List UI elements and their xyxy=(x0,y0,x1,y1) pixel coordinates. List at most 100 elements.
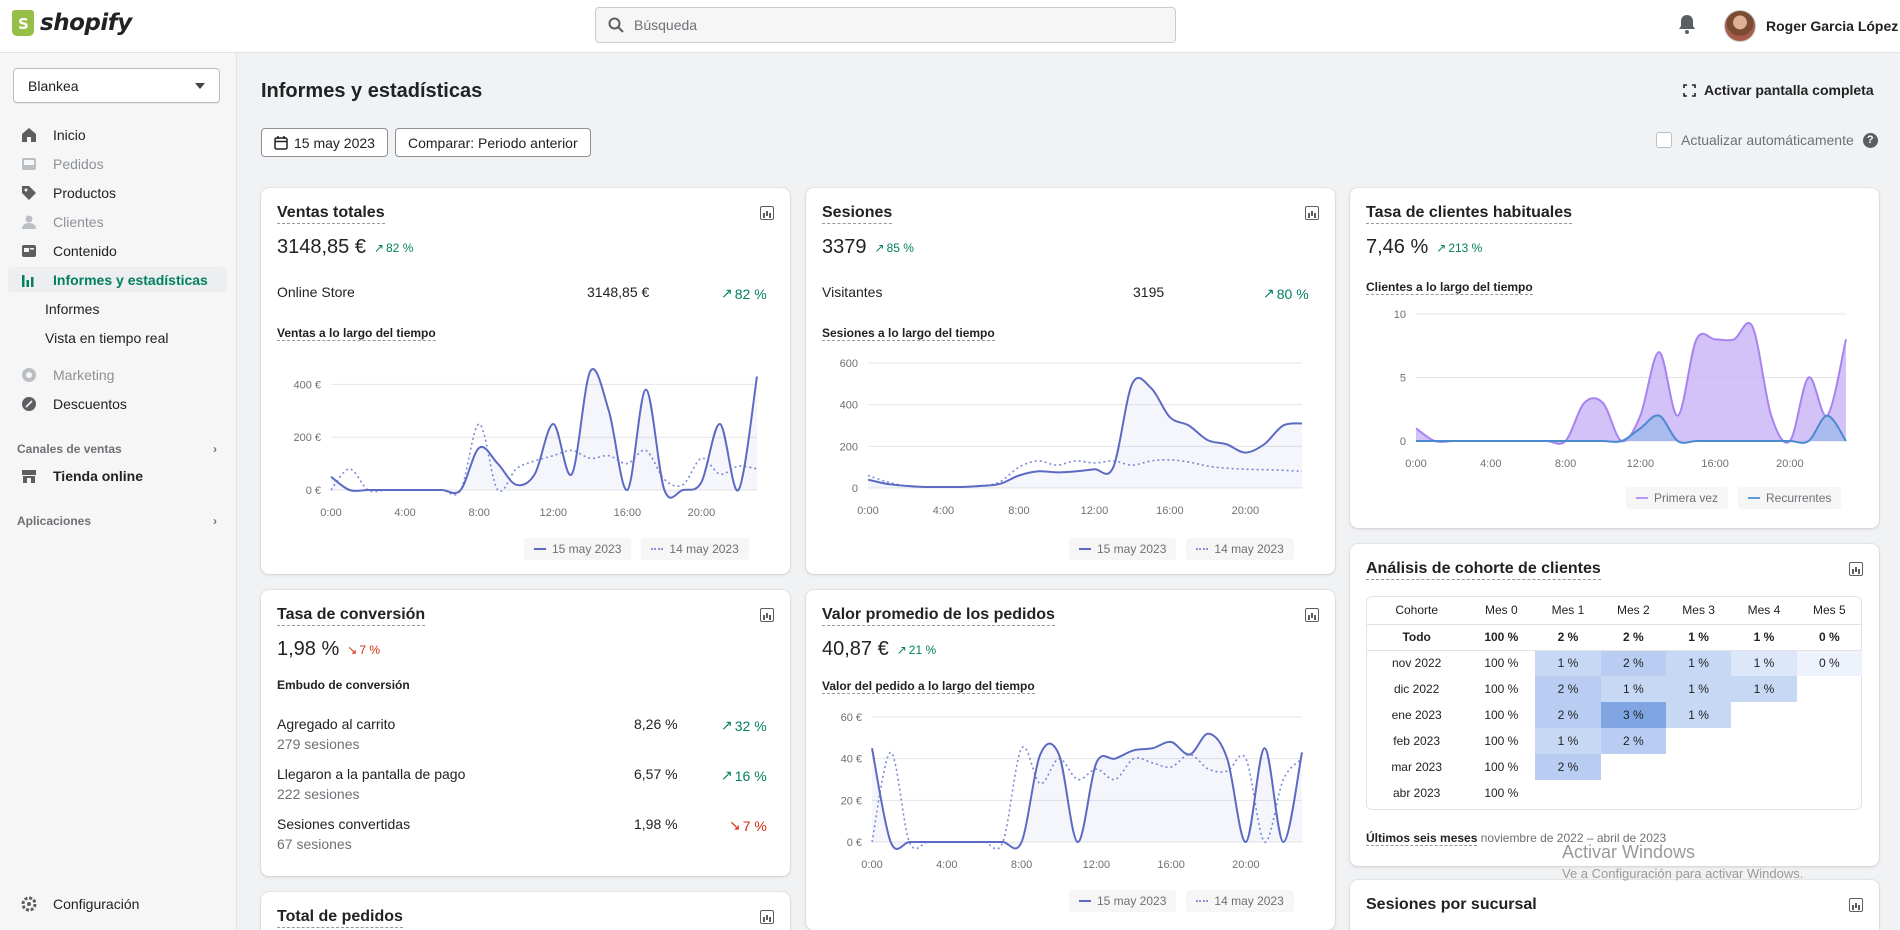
date-picker-button[interactable]: 15 may 2023 xyxy=(261,128,388,157)
cohort-cell: 100 % xyxy=(1484,682,1519,696)
sidebar-item-label: Informes y estadísticas xyxy=(53,271,208,288)
change-value: 82 % xyxy=(386,240,414,255)
cohort-cell: 2 % xyxy=(1535,624,1601,651)
sidebar-item-label: Pedidos xyxy=(53,155,104,172)
cohort-cell: 100 % xyxy=(1484,708,1519,722)
chart-title[interactable]: Sesiones a lo largo del tiempo xyxy=(822,326,995,341)
auto-update-checkbox[interactable] xyxy=(1656,132,1672,148)
chart-title[interactable]: Valor del pedido a lo largo del tiempo xyxy=(822,679,1035,694)
apps-header[interactable]: Aplicaciones › xyxy=(8,508,227,533)
legend-label: 14 may 2023 xyxy=(1214,542,1284,556)
sidebar-item-content[interactable]: Contenido xyxy=(8,238,227,263)
sidebar-item-marketing[interactable]: Marketing xyxy=(8,362,227,387)
card-title[interactable]: Ventas totales xyxy=(277,204,385,224)
x-tick-label: 8:00 xyxy=(468,507,489,519)
x-tick-label: 20:00 xyxy=(1232,505,1260,517)
search-bar[interactable] xyxy=(595,7,1176,43)
search-input[interactable] xyxy=(634,17,1154,33)
legend-label: 15 may 2023 xyxy=(552,542,622,556)
x-tick-label: 4:00 xyxy=(1480,458,1501,470)
top-bar: shopify Roger Garcia López xyxy=(0,0,1900,53)
cohort-table: Cohorte Mes 0 Mes 1 Mes 2 Mes 3 Mes 4 Mes 5 Tod… xyxy=(1366,596,1862,806)
aov-card: Valor promedio de los pedidos 40,87 € ↗ 2… xyxy=(806,590,1335,930)
cohort-cell xyxy=(1797,676,1862,702)
cohort-footer-label[interactable]: Últimos seis meses xyxy=(1366,831,1478,846)
sales-chart: 0 € 200 € 400 € 0:00 4:00 8:00 12:00 16:00 20:00 xyxy=(293,368,758,519)
report-icon[interactable] xyxy=(760,206,774,220)
legend-current[interactable]: 15 may 2023 xyxy=(1069,538,1177,560)
legend-first-time[interactable]: Primera vez xyxy=(1626,487,1729,509)
sidebar-item-products[interactable]: Productos xyxy=(8,180,227,205)
x-tick-label: 12:00 xyxy=(1627,458,1655,470)
shopify-logo[interactable]: shopify xyxy=(12,10,132,36)
fullscreen-button[interactable]: Activar pantalla completa xyxy=(1683,82,1874,98)
sidebar-item-label: Tienda online xyxy=(53,467,143,484)
sidebar-item-analytics[interactable]: Informes y estadísticas xyxy=(8,267,227,292)
cohort-header-cell: Mes 4 xyxy=(1731,596,1797,625)
legend-returning[interactable]: Recurrentes xyxy=(1738,487,1842,509)
report-icon[interactable] xyxy=(1305,608,1319,622)
change-badge: ↗ 82 % xyxy=(374,241,413,255)
legend-previous[interactable]: 14 may 2023 xyxy=(1186,890,1294,912)
legend-previous[interactable]: 14 may 2023 xyxy=(1186,538,1294,560)
card-title[interactable]: Valor promedio de los pedidos xyxy=(822,606,1055,626)
report-icon[interactable] xyxy=(760,910,774,924)
metric-value: 3148,85 € ↗ 82 % xyxy=(277,236,413,259)
row-label: Online Store xyxy=(277,284,355,300)
help-icon[interactable]: ? xyxy=(1862,132,1878,148)
card-title[interactable]: Tasa de conversión xyxy=(277,606,426,626)
card-title[interactable]: Tasa de clientes habituales xyxy=(1366,204,1573,224)
table-row: mar 2023 100 % 2 % xyxy=(1366,754,1862,780)
sales-card: Ventas totales 3148,85 € ↗ 82 % Online St… xyxy=(261,188,790,574)
funnel-step-value: 1,98 % xyxy=(634,816,678,832)
legend-current[interactable]: 15 may 2023 xyxy=(524,538,632,560)
person-icon xyxy=(19,212,39,232)
arrow-up-icon: ↗ xyxy=(373,240,385,255)
cohort-cell xyxy=(1797,754,1862,780)
report-icon[interactable] xyxy=(1849,898,1863,912)
auto-update-label: Actualizar automáticamente xyxy=(1681,132,1854,148)
sidebar-item-settings[interactable]: Configuración xyxy=(8,891,227,916)
chevron-down-icon xyxy=(195,82,205,89)
compare-button[interactable]: Comparar: Periodo anterior xyxy=(395,128,591,157)
card-title[interactable]: Análisis de cohorte de clientes xyxy=(1366,560,1601,580)
card-title[interactable]: Total de pedidos xyxy=(277,908,403,928)
change-value: 7 % xyxy=(359,642,381,657)
x-tick-label: 8:00 xyxy=(1555,458,1576,470)
sidebar-item-home[interactable]: Inicio xyxy=(8,122,227,147)
card-title[interactable]: Sesiones por sucursal xyxy=(1366,896,1537,913)
y-tick-label: 0 € xyxy=(306,485,321,497)
compare-label: Comparar: Periodo anterior xyxy=(408,134,578,151)
x-tick-label: 4:00 xyxy=(936,859,957,871)
card-title[interactable]: Sesiones xyxy=(822,204,893,224)
report-icon[interactable] xyxy=(1305,206,1319,220)
sidebar-item-customers[interactable]: Clientes xyxy=(8,209,227,234)
sidebar-item-online-store[interactable]: Tienda online xyxy=(8,463,227,488)
sidebar-item-label: Vista en tiempo real xyxy=(45,329,169,346)
sidebar-item-orders[interactable]: Pedidos xyxy=(8,151,227,176)
legend-swatch xyxy=(651,548,664,550)
funnel-step-label: Agregado al carrito xyxy=(277,716,396,732)
user-menu[interactable]: Roger Garcia López xyxy=(1724,10,1898,42)
report-icon[interactable] xyxy=(1849,562,1863,576)
customers-chart: 0 5 10 0:00 4:00 8:00 12:00 16:00 20:00 xyxy=(1394,309,1847,470)
sidebar-item-discounts[interactable]: Descuentos xyxy=(8,391,227,416)
cohort-header-cell: Mes 0 xyxy=(1467,596,1536,625)
user-name: Roger Garcia López xyxy=(1766,18,1899,34)
legend-previous[interactable]: 14 may 2023 xyxy=(641,538,749,560)
auto-update-toggle[interactable]: Actualizar automáticamente ? xyxy=(1656,132,1878,148)
sales-channels-header[interactable]: Canales de ventas › xyxy=(8,436,227,461)
chart-title[interactable]: Ventas a lo largo del tiempo xyxy=(277,326,436,341)
sidebar-item-label: Contenido xyxy=(53,242,117,259)
store-selector[interactable]: Blankea xyxy=(13,68,220,103)
bell-icon[interactable] xyxy=(1678,14,1696,34)
sidebar-item-live-view[interactable]: Vista en tiempo real xyxy=(8,325,227,350)
sidebar-item-reports[interactable]: Informes xyxy=(8,296,227,321)
report-icon[interactable] xyxy=(760,608,774,622)
cohort-cell: 2 % xyxy=(1535,754,1601,780)
x-tick-label: 4:00 xyxy=(394,507,415,519)
legend-current[interactable]: 15 may 2023 xyxy=(1069,890,1177,912)
chart-title[interactable]: Clientes a lo largo del tiempo xyxy=(1366,280,1533,295)
chevron-right-icon: › xyxy=(213,513,217,528)
change-badge: ↗ 85 % xyxy=(875,241,914,255)
